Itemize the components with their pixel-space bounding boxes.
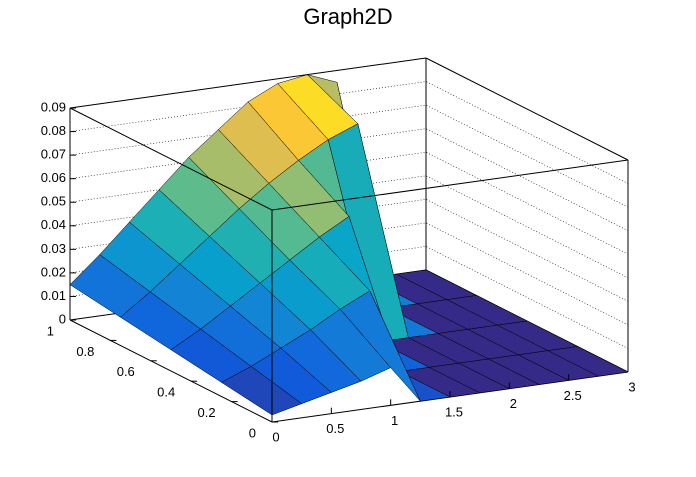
frame-edge xyxy=(69,57,427,109)
y-tick-label: 0.4 xyxy=(157,385,175,400)
x-tick-label: 1 xyxy=(391,413,398,428)
x-tick-label: 2.5 xyxy=(564,388,582,403)
y-tick-label: 0 xyxy=(249,425,256,440)
grid-line xyxy=(69,104,629,208)
grid-line xyxy=(69,175,629,279)
y-tick-label: 0.2 xyxy=(198,405,216,420)
z-tick-label: 0.01 xyxy=(41,288,66,303)
x-tick-label: 2 xyxy=(510,396,517,411)
surface-cell xyxy=(221,366,303,416)
z-tick-label: 0.03 xyxy=(41,241,66,256)
grid-line xyxy=(69,199,629,302)
frame-edge xyxy=(425,57,629,161)
grid-line xyxy=(69,151,629,255)
x-tick-label: 0.5 xyxy=(326,421,344,436)
x-tick-label: 1.5 xyxy=(445,404,463,419)
z-tick-label: 0.07 xyxy=(41,147,66,162)
x-tick-label: 0 xyxy=(272,429,279,444)
grid-line xyxy=(69,128,629,231)
z-tick-label: 0.02 xyxy=(41,264,66,279)
y-tick-label: 0.8 xyxy=(76,344,94,359)
z-tick-label: 0.09 xyxy=(41,99,66,114)
grid-line xyxy=(69,246,629,349)
x-tick-label: 3 xyxy=(628,379,635,394)
frame-edge xyxy=(69,107,273,211)
grid-line xyxy=(69,81,629,184)
z-tick-label: 0 xyxy=(59,311,66,326)
y-tick-label: 1 xyxy=(47,323,54,338)
z-tick-label: 0.05 xyxy=(41,194,66,209)
grid-line xyxy=(69,222,629,326)
y-tick-label: 0.6 xyxy=(117,364,135,379)
z-tick-label: 0.04 xyxy=(41,217,66,232)
frame-edge xyxy=(271,159,629,211)
z-tick-label: 0.06 xyxy=(41,170,66,185)
chart-title: Graph2D xyxy=(303,4,392,29)
frame-edge xyxy=(69,319,273,423)
z-tick-label: 0.08 xyxy=(41,123,66,138)
